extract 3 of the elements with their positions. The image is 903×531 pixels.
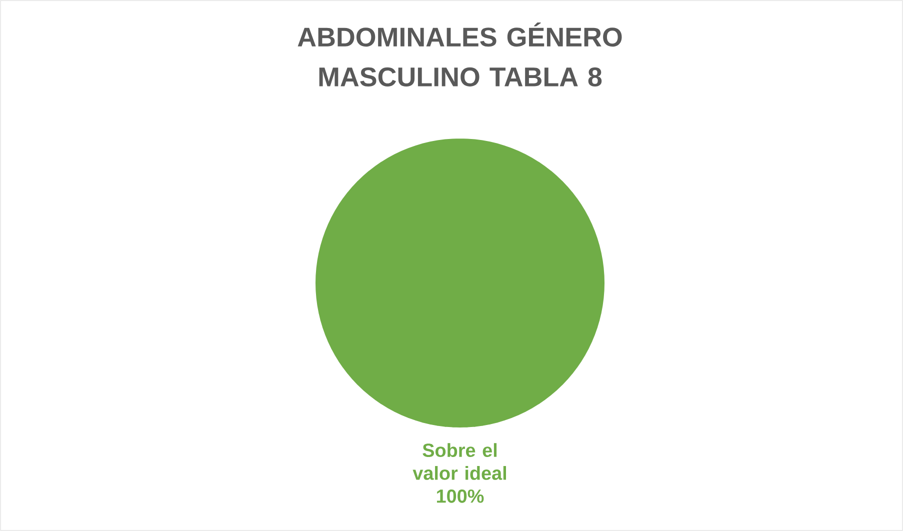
slice-label: Sobre el valor ideal bbox=[412, 443, 506, 480]
data-label: 100% bbox=[436, 489, 484, 503]
chart-title: ABDOMINALES GÉNERO MASCULINO TABLA 8 bbox=[298, 22, 622, 86]
